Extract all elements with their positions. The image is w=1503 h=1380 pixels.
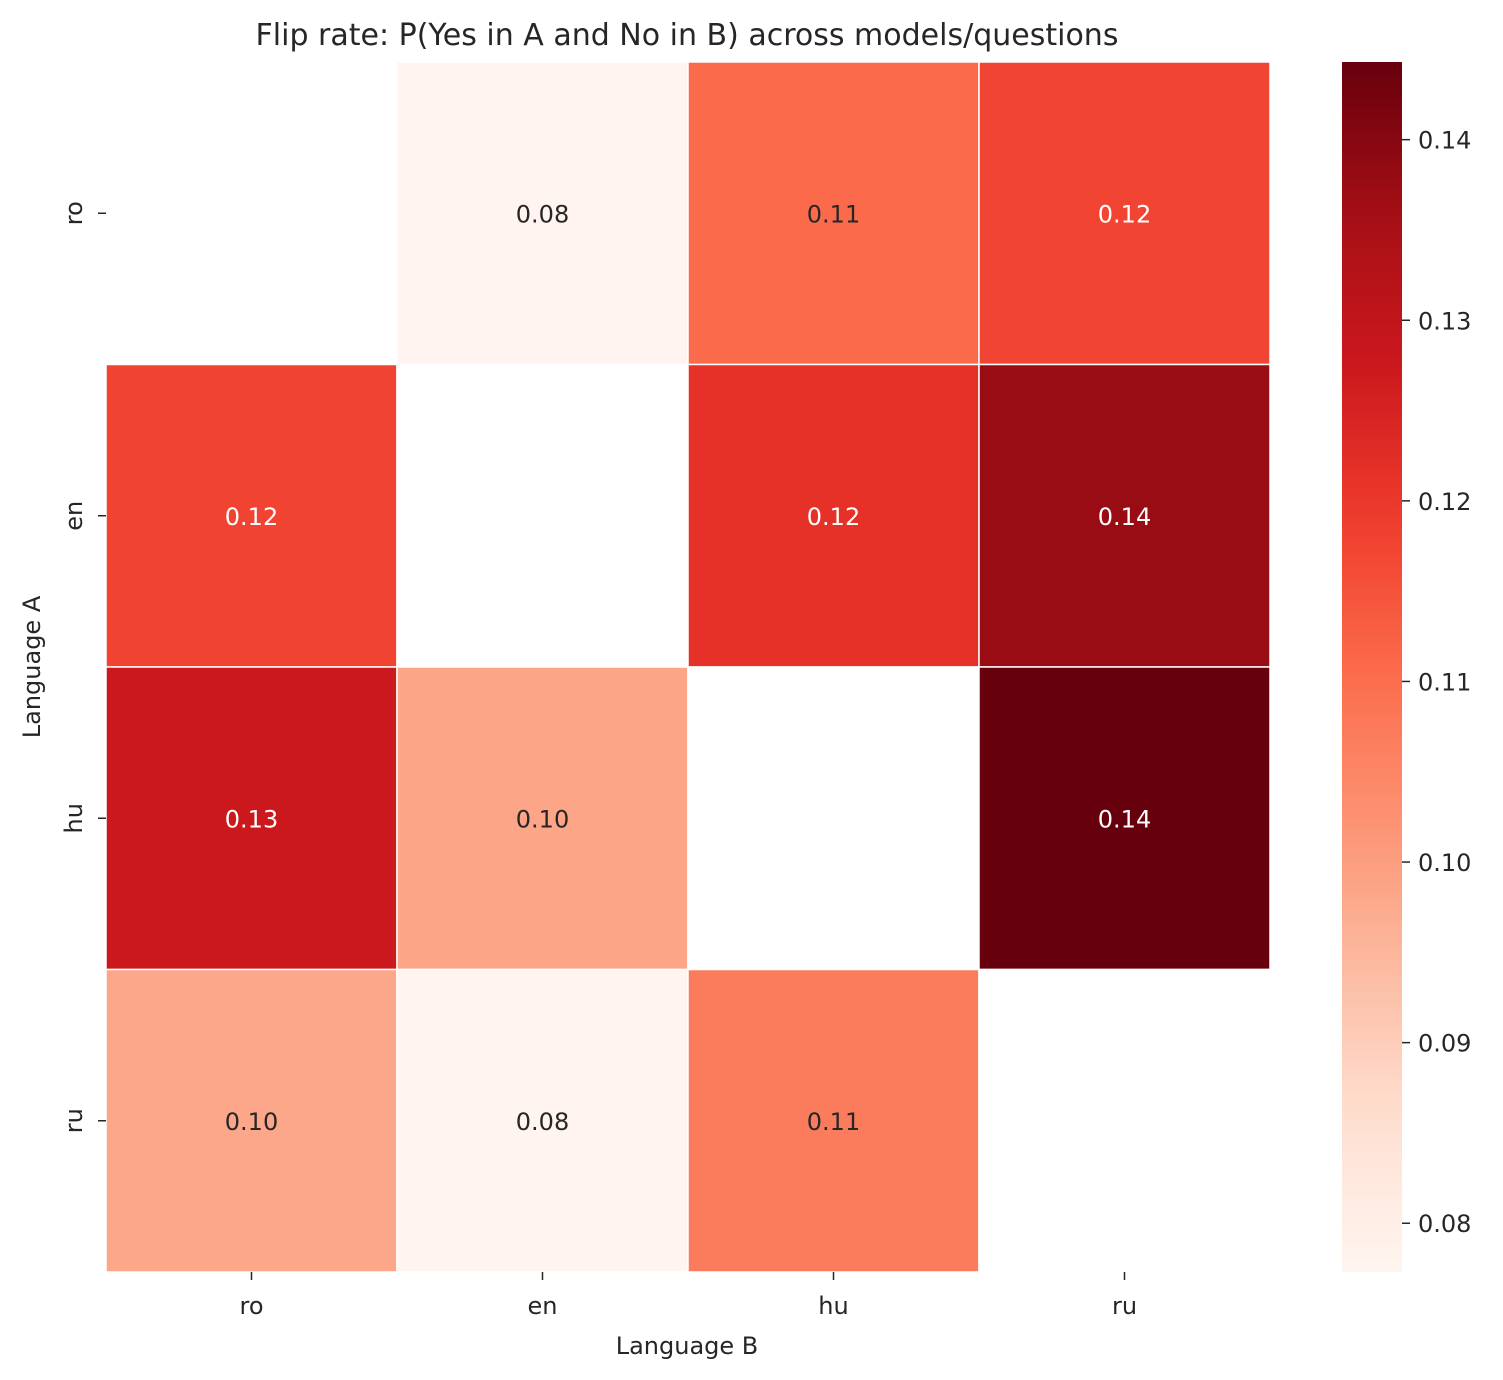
heatmap-cell-en-en xyxy=(396,363,689,668)
y-axis: ro en hu ru xyxy=(60,201,106,1133)
x-tick-label: hu xyxy=(818,1292,848,1320)
heatmap-cell-ro-hu xyxy=(687,61,980,366)
colorbar-tick-label: 0.11 xyxy=(1418,668,1471,696)
x-axis-label: Language B xyxy=(616,1332,759,1360)
heatmap-cell-hu-hu xyxy=(687,666,980,971)
cell-value-label: 0.13 xyxy=(225,805,278,833)
colorbar-gradient xyxy=(1342,62,1402,1272)
heatmap-cell-ru-ro xyxy=(105,968,398,1273)
cell-value-label: 0.11 xyxy=(807,200,860,228)
heatmap-cell-hu-en xyxy=(396,666,689,971)
colorbar-tick-label: 0.08 xyxy=(1418,1210,1471,1238)
chart-title: Flip rate: P(Yes in A and No in B) acros… xyxy=(256,18,1119,53)
colorbar-tick-label: 0.10 xyxy=(1418,849,1471,877)
heatmap-cells: 0.08 0.11 0.12 0.12 0.12 0.14 0.13 0.10 0.14 0.10… xyxy=(105,61,1271,1273)
cell-value-label: 0.11 xyxy=(807,1108,860,1136)
heatmap-cell-hu-ro xyxy=(105,666,398,971)
colorbar: 0.08 0.09 0.10 0.11 0.12 0.13 0.14 xyxy=(1342,62,1471,1272)
x-tick-label: ro xyxy=(239,1292,263,1320)
cell-value-label: 0.08 xyxy=(516,200,569,228)
cell-value-label: 0.12 xyxy=(1098,200,1151,228)
cell-value-label: 0.14 xyxy=(1098,503,1151,531)
heatmap-cell-ro-en xyxy=(396,61,689,366)
x-tick-label: en xyxy=(528,1292,558,1320)
colorbar-tick-label: 0.14 xyxy=(1418,127,1471,155)
heatmap-cell-ro-ru xyxy=(978,61,1271,366)
y-tick-label: ro xyxy=(60,201,88,225)
y-axis-label: Language A xyxy=(18,595,46,738)
cell-value-label: 0.10 xyxy=(225,1108,278,1136)
cell-value-label: 0.08 xyxy=(516,1108,569,1136)
colorbar-tick-label: 0.12 xyxy=(1418,488,1471,516)
x-tick-label: ru xyxy=(1112,1292,1137,1320)
colorbar-tick-label: 0.09 xyxy=(1418,1030,1471,1058)
y-tick-label: ru xyxy=(60,1108,88,1133)
y-tick-label: hu xyxy=(60,803,88,833)
heatmap-cell-ru-hu xyxy=(687,968,980,1273)
cell-value-label: 0.14 xyxy=(1098,805,1151,833)
x-axis: ro en hu ru xyxy=(239,1272,1137,1320)
cell-value-label: 0.12 xyxy=(807,503,860,531)
cell-value-label: 0.12 xyxy=(225,503,278,531)
y-tick-label: en xyxy=(60,501,88,531)
heatmap-cell-ro-ro xyxy=(105,61,398,366)
colorbar-tick-label: 0.13 xyxy=(1418,307,1471,335)
cell-value-label: 0.10 xyxy=(516,805,569,833)
heatmap-cell-en-ro xyxy=(105,363,398,668)
heatmap-cell-ru-ru xyxy=(978,968,1271,1273)
heatmap-cell-en-ru xyxy=(978,363,1271,668)
heatmap-cell-en-hu xyxy=(687,363,980,668)
